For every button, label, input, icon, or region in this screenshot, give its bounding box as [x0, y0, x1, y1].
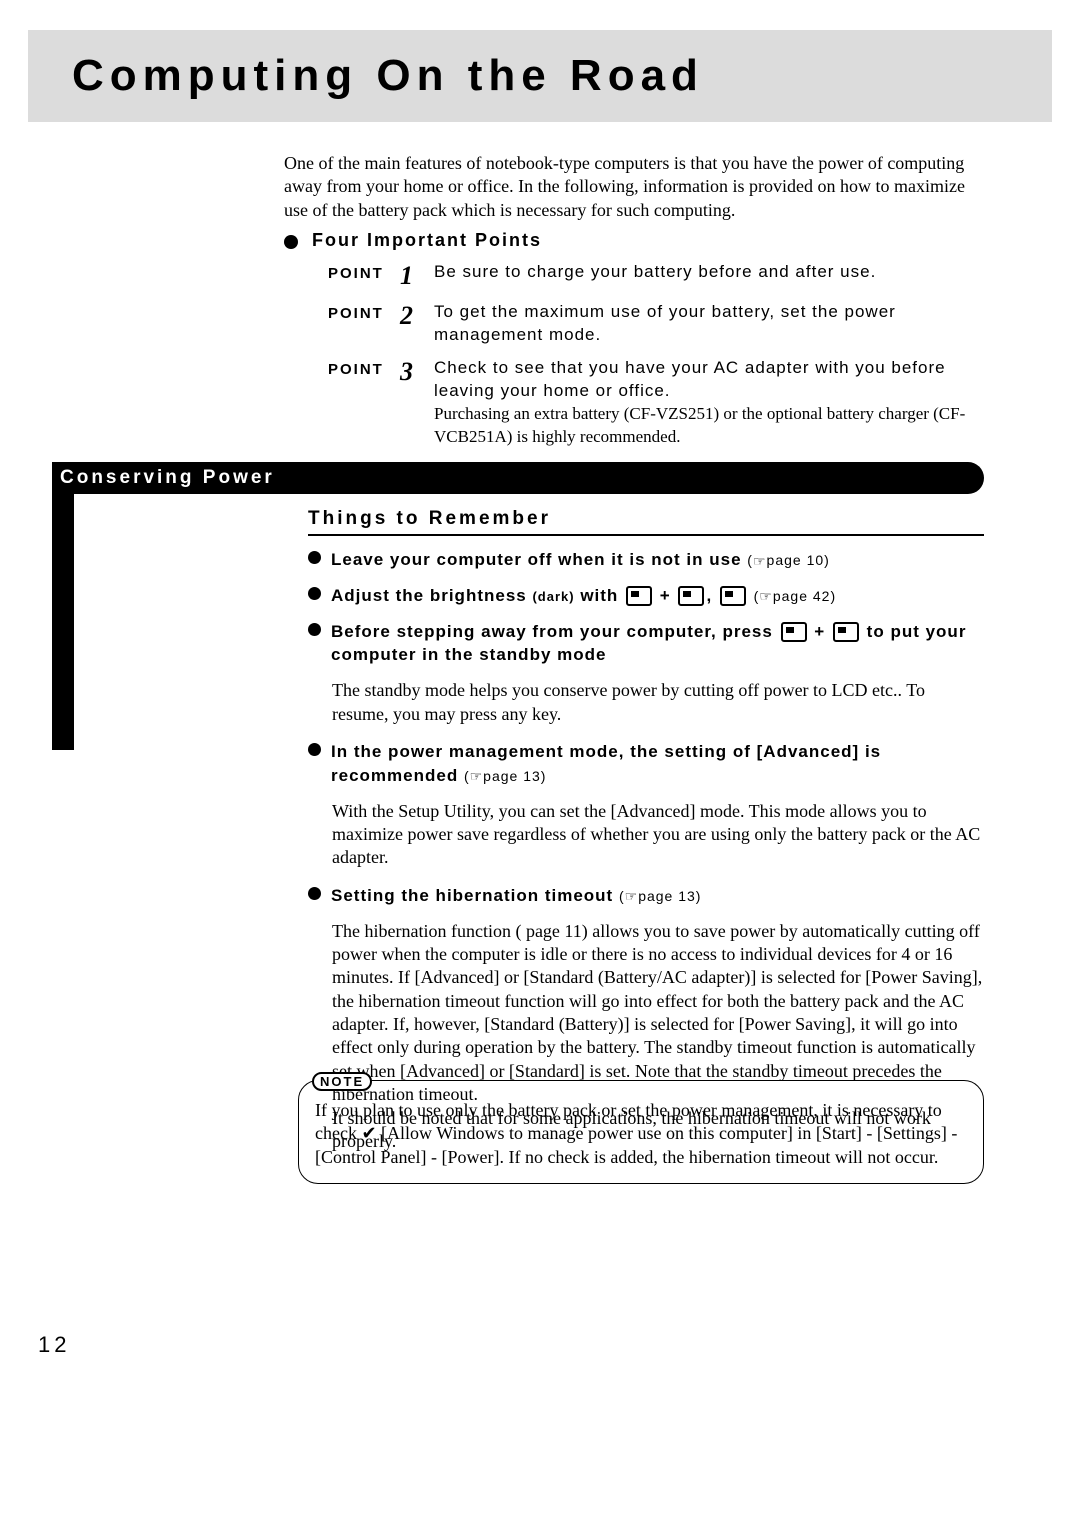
item-head-text: Adjust the brightness [331, 586, 527, 605]
item-body-text: The hibernation function ( page 11) allo… [332, 921, 982, 1105]
page-ref: (☞page 10) [747, 552, 830, 568]
f10-key-icon [833, 622, 859, 642]
item-head: Before stepping away from your computer,… [331, 620, 984, 668]
four-points-title: Four Important Points [312, 230, 542, 250]
point-text-sub: Purchasing an extra battery (CF-VZS251) … [434, 404, 965, 446]
page-title: Computing On the Road [72, 51, 704, 101]
item-head-text: Setting the hibernation timeout [331, 886, 613, 905]
page-number: 12 [38, 1332, 70, 1358]
note-frame: If you plan to use only the battery pack… [298, 1080, 984, 1184]
item-body: With the Setup Utility, you can set the … [332, 800, 984, 870]
list-item: Setting the hibernation timeout (☞page 1… [308, 884, 984, 908]
ref-text: page 13 [483, 768, 541, 784]
bullet-icon [308, 551, 321, 564]
f2-key-icon [720, 586, 746, 606]
subheader: Things to Remember [308, 508, 984, 536]
item-head-text: with [580, 586, 618, 605]
bullet-icon [308, 887, 321, 900]
point-label: POINT [328, 305, 400, 322]
item-head-text: Before stepping away from your computer,… [331, 622, 773, 641]
item-head-text: Leave your computer off when it is not i… [331, 550, 742, 569]
point-row: POINT 3 Check to see that you have your … [328, 357, 984, 449]
point-number: 3 [400, 357, 424, 387]
ref-text: page 42 [773, 588, 831, 604]
item-head: Leave your computer off when it is not i… [331, 548, 830, 572]
point-number: 2 [400, 301, 424, 331]
note-label: NOTE [312, 1072, 372, 1091]
intro-paragraph: One of the main features of notebook-typ… [284, 152, 984, 222]
note-text: If you plan to use only the battery pack… [315, 1099, 967, 1169]
fn-key-icon [626, 586, 652, 606]
point-text: Be sure to charge your battery before an… [434, 261, 984, 284]
item-head-text: In the power management mode, the settin… [331, 742, 881, 785]
bullet-icon [308, 623, 321, 636]
things-list: Leave your computer off when it is not i… [308, 548, 984, 1167]
bullet-icon [308, 587, 321, 600]
point-text: Check to see that you have your AC adapt… [434, 357, 984, 449]
item-head: Adjust the brightness (dark) with + , (☞… [331, 584, 836, 608]
note-box: NOTE If you plan to use only the battery… [298, 1080, 984, 1184]
point-label: POINT [328, 265, 400, 282]
point-row: POINT 1 Be sure to charge your battery b… [328, 261, 984, 291]
four-points-header: Four Important Points [284, 230, 984, 251]
bullet-icon [308, 743, 321, 756]
section-bar: Conserving Power [52, 462, 984, 494]
page-ref: (☞page 13) [619, 888, 702, 904]
ref-text: page 13 [638, 888, 696, 904]
point-label: POINT [328, 361, 400, 378]
fn-key-icon [781, 622, 807, 642]
f1-key-icon [678, 586, 704, 606]
point-number: 1 [400, 261, 424, 291]
item-head: Setting the hibernation timeout (☞page 1… [331, 884, 701, 908]
point-text-main: Check to see that you have your AC adapt… [434, 358, 946, 400]
section-title: Conserving Power [60, 467, 275, 489]
point-row: POINT 2 To get the maximum use of your b… [328, 301, 984, 347]
title-band: Computing On the Road [28, 30, 1052, 122]
item-head: In the power management mode, the settin… [331, 740, 984, 788]
page-ref: (☞page 13) [464, 768, 547, 784]
point-text: To get the maximum use of your battery, … [434, 301, 984, 347]
four-points-block: Four Important Points POINT 1 Be sure to… [284, 230, 984, 489]
list-item: Adjust the brightness (dark) with + , (☞… [308, 584, 984, 608]
section-side-tab [52, 492, 74, 750]
list-item: Leave your computer off when it is not i… [308, 548, 984, 572]
item-body: The standby mode helps you conserve powe… [332, 679, 984, 726]
list-item: In the power management mode, the settin… [308, 740, 984, 788]
bullet-icon [284, 235, 298, 249]
item-head-note: (dark) [532, 589, 574, 604]
list-item: Before stepping away from your computer,… [308, 620, 984, 668]
ref-text: page 10 [767, 552, 825, 568]
page-ref: (☞page 42) [754, 588, 837, 604]
